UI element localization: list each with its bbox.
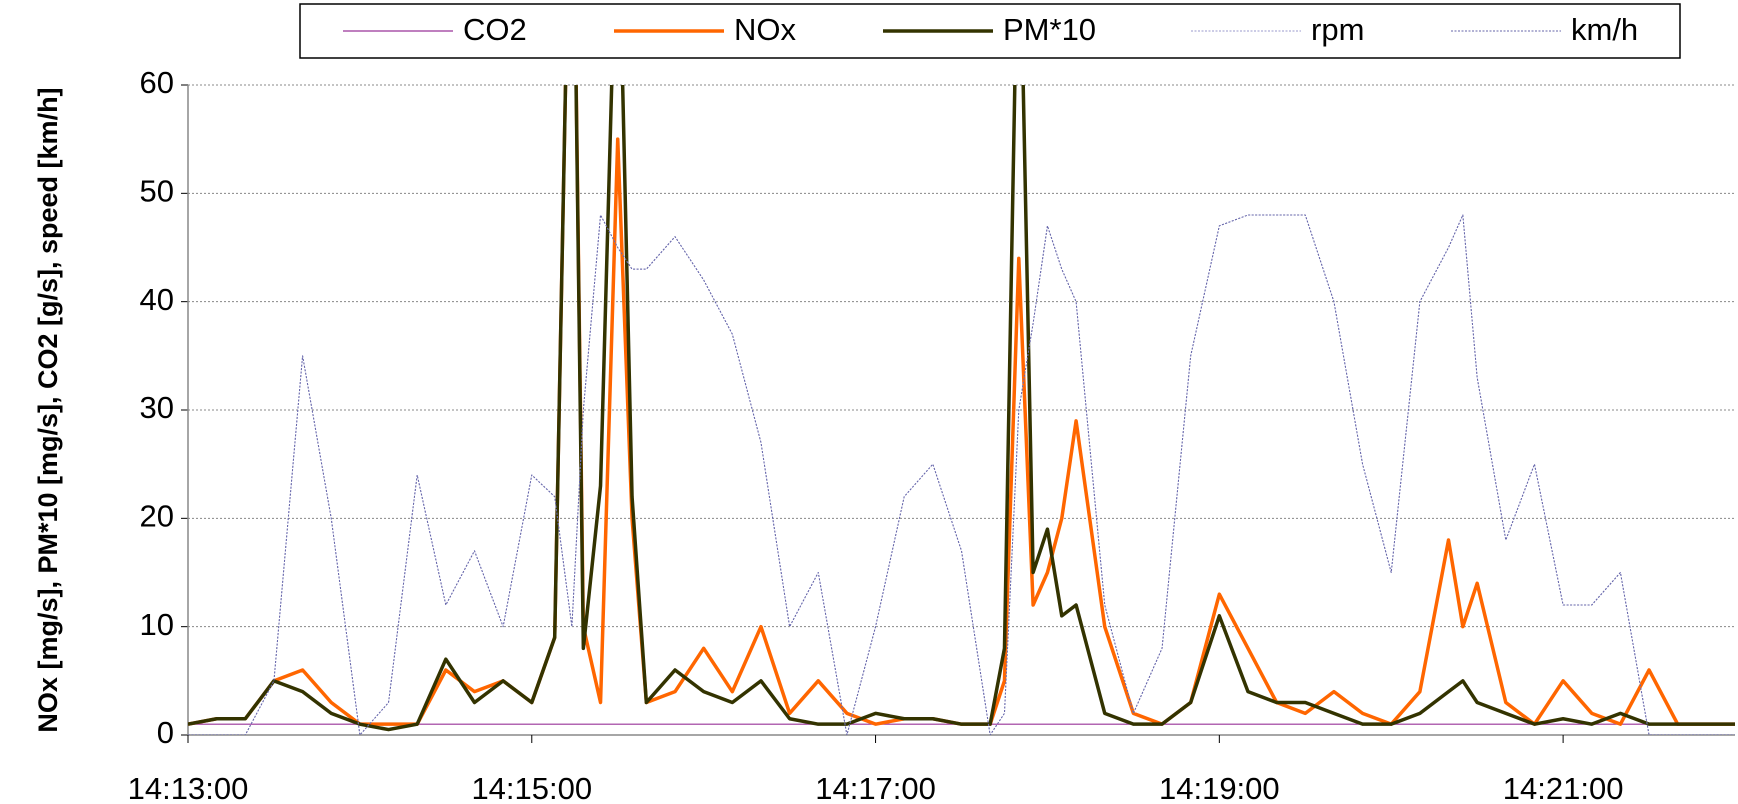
- x-tick-label: 14:15:00: [471, 771, 592, 804]
- legend-label: PM*10: [1003, 12, 1096, 47]
- series-line: [188, 85, 1735, 726]
- x-tick-label: 14:19:00: [1159, 771, 1280, 804]
- y-tick-label: 0: [157, 715, 174, 750]
- legend-label: NOx: [734, 12, 797, 47]
- series-line: [188, 214, 1735, 735]
- legend-label: km/h: [1571, 12, 1638, 47]
- series-line: [188, 214, 1735, 735]
- x-tick-label: 14:17:00: [815, 771, 936, 804]
- y-tick-label: 40: [140, 282, 174, 317]
- y-tick-label: 10: [140, 607, 174, 642]
- x-tick-label: 14:13:00: [128, 771, 249, 804]
- y-tick-label: 60: [140, 65, 174, 100]
- y-axis-title: NOx [mg/s], PM*10 [mg/s], CO2 [g/s], spe…: [33, 87, 63, 732]
- legend-label: rpm: [1311, 12, 1364, 47]
- x-tick-label: 14:21:00: [1503, 771, 1624, 804]
- series-line: [188, 85, 1735, 732]
- y-tick-label: 20: [140, 499, 174, 534]
- y-tick-label: 30: [140, 390, 174, 425]
- legend-label: CO2: [463, 12, 527, 47]
- y-tick-label: 50: [140, 174, 174, 209]
